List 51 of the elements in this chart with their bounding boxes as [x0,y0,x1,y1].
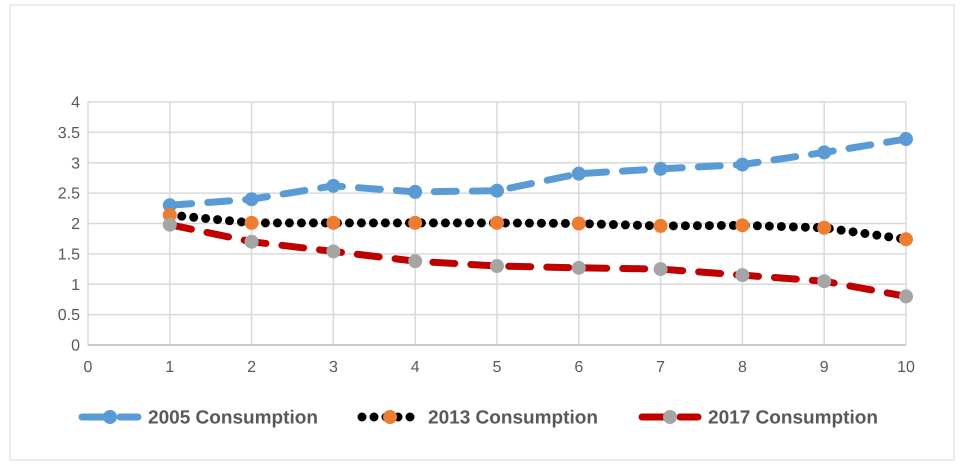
point [899,232,913,246]
point [244,192,259,206]
point [490,216,504,230]
y-tick-label: 2.5 [58,186,80,203]
legend-label: 2013 Consumption [428,408,598,429]
point [572,260,586,275]
x-tick-label: 4 [410,359,420,376]
point [490,184,504,198]
point [408,184,422,199]
x-tick-label: 1 [165,359,174,376]
x-tick-label: 8 [738,359,747,376]
point [244,234,259,249]
point [572,216,586,230]
point [162,218,177,232]
point [899,289,913,304]
point [408,254,422,268]
y-tick-label: 0.5 [58,307,80,324]
y-tick-label: 4 [71,94,80,112]
x-tick-label: 3 [328,359,338,376]
point [654,218,668,233]
point [326,244,340,258]
y-tick-label: 1 [71,276,80,294]
legend-label: 2005 Consumption [148,408,318,429]
x-tick-label: 9 [820,359,829,376]
point [735,158,750,172]
y-tick-label: 1.5 [58,246,80,264]
y-tick-label: 2 [71,216,80,234]
x-tick-label: 2 [247,359,256,376]
point [899,132,913,146]
legend-label: 2017 Consumption [708,408,878,429]
point [817,274,832,288]
x-tick-label: 10 [897,359,915,376]
point [735,218,750,232]
point [654,162,668,176]
x-tick-label: 6 [574,359,584,376]
x-tick-label: 0 [84,359,93,376]
point [326,216,340,230]
point [326,178,340,193]
x-tick-label: 5 [492,359,502,376]
point [735,268,750,282]
y-tick-label: 3.5 [58,124,80,142]
y-tick-label: 0 [71,338,80,355]
point [572,166,586,181]
point [817,220,832,235]
y-tick-label: 3 [71,155,80,172]
x-tick-label: 7 [656,359,666,376]
point [408,216,422,230]
point [244,216,259,230]
point [490,259,504,274]
point [654,262,668,276]
point [817,145,832,160]
